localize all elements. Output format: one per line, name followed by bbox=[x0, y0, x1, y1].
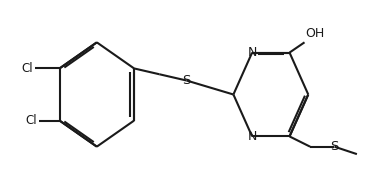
Text: S: S bbox=[182, 74, 191, 87]
Text: N: N bbox=[247, 130, 257, 143]
Text: Cl: Cl bbox=[26, 114, 37, 127]
Text: N: N bbox=[247, 46, 257, 59]
Text: Cl: Cl bbox=[22, 62, 33, 75]
Text: OH: OH bbox=[305, 27, 325, 40]
Text: S: S bbox=[330, 140, 339, 153]
